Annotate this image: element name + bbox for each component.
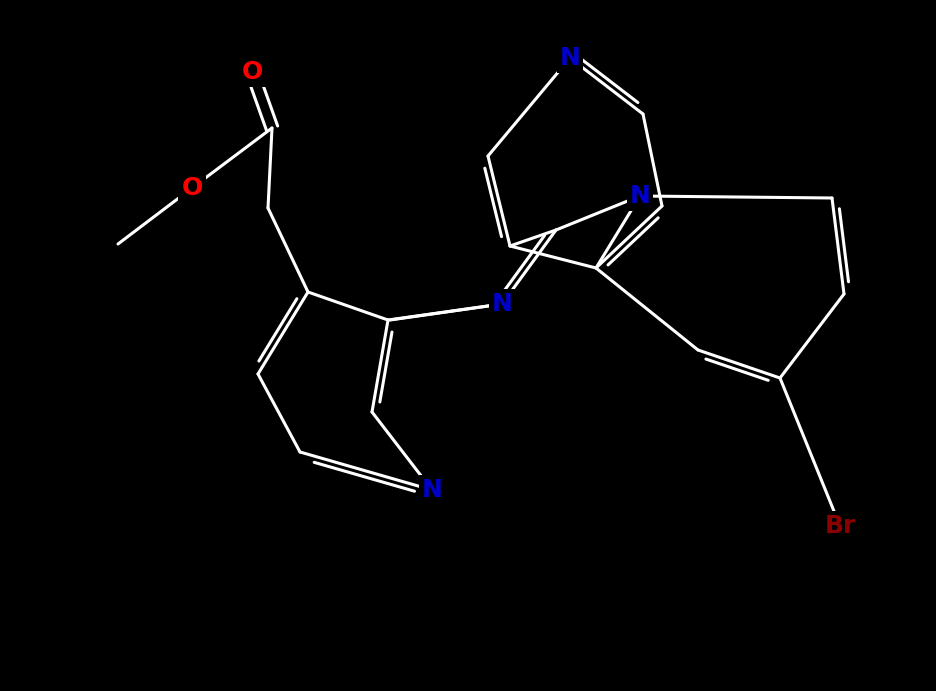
Text: N: N bbox=[491, 292, 512, 316]
Text: O: O bbox=[241, 60, 263, 84]
Text: O: O bbox=[182, 176, 202, 200]
Text: N: N bbox=[630, 184, 651, 208]
Text: N: N bbox=[560, 46, 580, 70]
Text: Br: Br bbox=[825, 514, 856, 538]
Text: N: N bbox=[421, 478, 443, 502]
